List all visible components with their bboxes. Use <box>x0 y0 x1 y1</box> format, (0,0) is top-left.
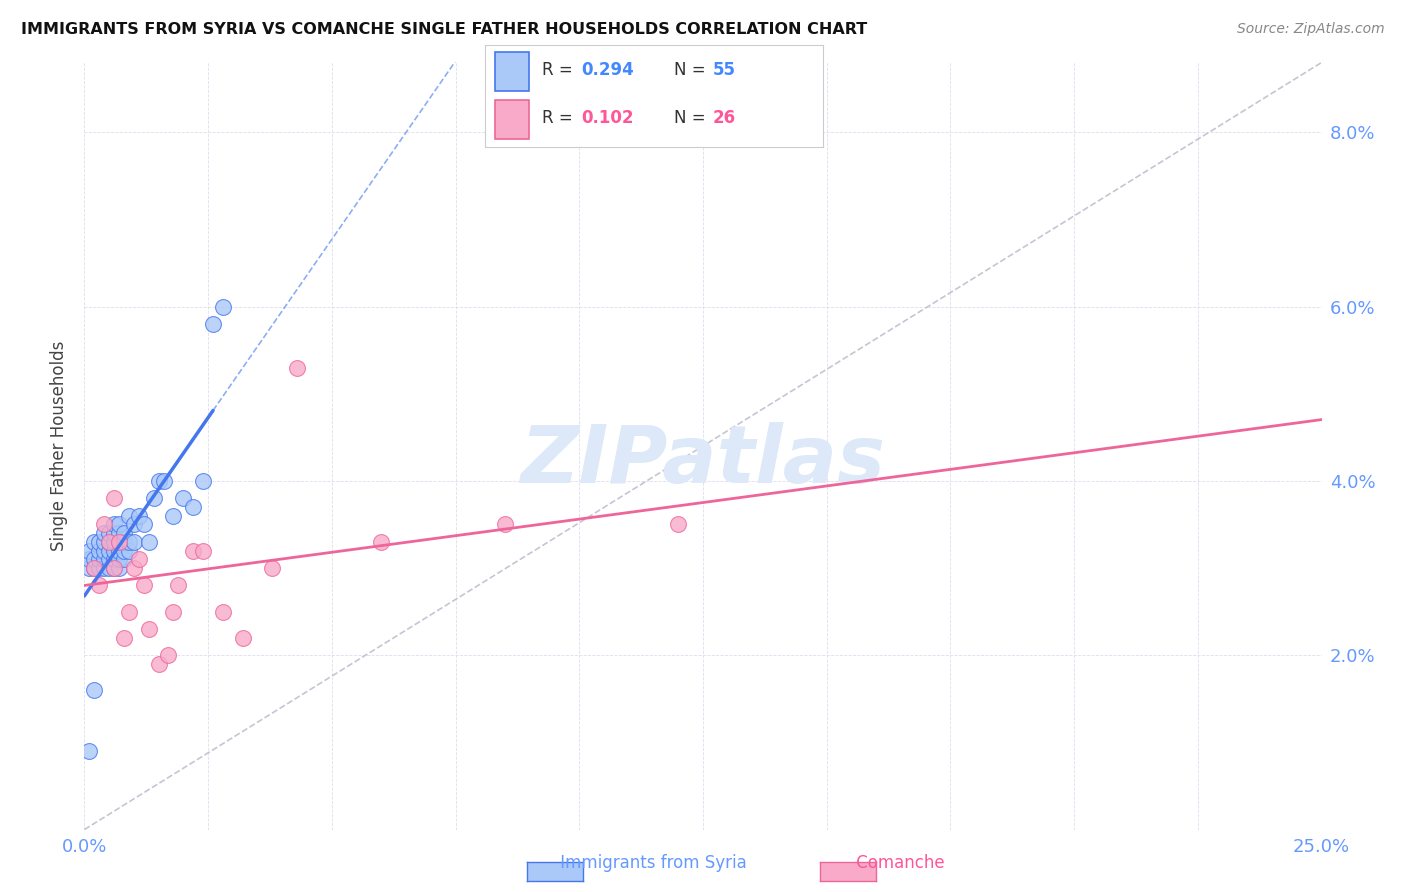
Point <box>89 552 111 566</box>
Point <box>128 552 150 566</box>
Point <box>152 474 174 488</box>
Point <box>142 491 165 506</box>
Point <box>112 631 135 645</box>
Point <box>122 534 145 549</box>
Point <box>262 561 284 575</box>
Text: Source: ZipAtlas.com: Source: ZipAtlas.com <box>1237 22 1385 37</box>
Point <box>212 300 235 314</box>
Text: 26: 26 <box>713 110 735 128</box>
Point <box>103 552 125 566</box>
Point <box>89 578 111 592</box>
Point <box>172 491 194 506</box>
Point <box>132 578 155 592</box>
Text: N =: N = <box>673 62 711 79</box>
Point <box>103 491 125 506</box>
Point <box>93 517 115 532</box>
Point <box>162 605 184 619</box>
Point <box>157 648 180 663</box>
Y-axis label: Single Father Households: Single Father Households <box>49 341 67 551</box>
Text: IMMIGRANTS FROM SYRIA VS COMANCHE SINGLE FATHER HOUSEHOLDS CORRELATION CHART: IMMIGRANTS FROM SYRIA VS COMANCHE SINGLE… <box>21 22 868 37</box>
Text: R =: R = <box>543 110 578 128</box>
Point <box>118 508 141 523</box>
Text: N =: N = <box>673 110 711 128</box>
Point <box>98 561 121 575</box>
Point <box>666 517 689 532</box>
Point <box>122 517 145 532</box>
Point <box>148 474 170 488</box>
Point <box>370 534 392 549</box>
Point <box>103 526 125 541</box>
Point <box>83 561 105 575</box>
Text: 55: 55 <box>713 62 735 79</box>
Point <box>103 534 125 549</box>
Point <box>122 561 145 575</box>
Point <box>202 317 225 331</box>
Point <box>285 360 308 375</box>
Point <box>98 552 121 566</box>
Point <box>112 534 135 549</box>
Point <box>181 500 204 514</box>
Point <box>103 543 125 558</box>
Text: 0.294: 0.294 <box>581 62 634 79</box>
Text: Comanche: Comanche <box>830 855 945 872</box>
Point <box>191 543 214 558</box>
Point <box>128 508 150 523</box>
Point <box>98 543 121 558</box>
Point <box>83 561 105 575</box>
Point <box>98 526 121 541</box>
Text: Immigrants from Syria: Immigrants from Syria <box>534 855 747 872</box>
Point <box>89 561 111 575</box>
Point <box>118 543 141 558</box>
Point <box>108 561 131 575</box>
Point <box>93 543 115 558</box>
Point <box>108 534 131 549</box>
Point <box>232 631 254 645</box>
Point <box>108 534 131 549</box>
Point <box>103 561 125 575</box>
Point <box>98 534 121 549</box>
Point <box>103 517 125 532</box>
Point <box>138 534 160 549</box>
Point <box>89 534 111 549</box>
Point <box>108 517 131 532</box>
Point <box>167 578 190 592</box>
Point <box>112 526 135 541</box>
Point <box>89 543 111 558</box>
Point <box>79 543 101 558</box>
Point <box>93 552 115 566</box>
Point <box>162 508 184 523</box>
Point <box>79 561 101 575</box>
Point <box>148 657 170 671</box>
Point <box>79 744 101 758</box>
Point <box>494 517 516 532</box>
Point <box>108 543 131 558</box>
Point <box>112 552 135 566</box>
Point <box>112 543 135 558</box>
Point <box>118 605 141 619</box>
Text: ZIPatlas: ZIPatlas <box>520 422 886 500</box>
Point <box>103 561 125 575</box>
Point <box>132 517 155 532</box>
Point <box>83 552 105 566</box>
Point <box>93 534 115 549</box>
Point <box>181 543 204 558</box>
Point <box>83 683 105 698</box>
Point <box>79 552 101 566</box>
Point <box>108 526 131 541</box>
FancyBboxPatch shape <box>495 100 529 139</box>
Point <box>98 534 121 549</box>
Point <box>212 605 235 619</box>
Point <box>83 534 105 549</box>
Point <box>108 552 131 566</box>
Text: 0.102: 0.102 <box>581 110 634 128</box>
Point <box>93 561 115 575</box>
Text: R =: R = <box>543 62 578 79</box>
Point <box>138 622 160 636</box>
Point <box>93 526 115 541</box>
Point <box>118 534 141 549</box>
FancyBboxPatch shape <box>495 52 529 91</box>
Point <box>191 474 214 488</box>
